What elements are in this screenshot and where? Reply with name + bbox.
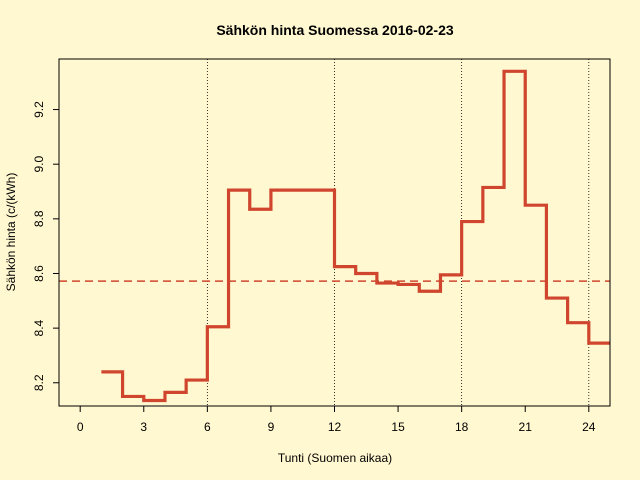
x-tick-label: 9 [268, 420, 275, 434]
x-tick-label: 6 [204, 420, 211, 434]
vertical-gridlines [206, 59, 590, 406]
x-tick-label: 21 [519, 420, 533, 434]
y-tick-label: 9.0 [32, 156, 46, 173]
x-tick-label: 12 [328, 420, 342, 434]
x-tick-label: 24 [582, 420, 596, 434]
y-tick-label: 8.2 [32, 374, 46, 391]
x-tick-label: 3 [140, 420, 147, 434]
y-axis: 8.2 8.4 8.6 8.8 9.0 9.2 [32, 101, 59, 391]
y-tick-label: 8.6 [32, 265, 46, 282]
y-tick-label: 8.8 [32, 210, 46, 227]
x-tick-label: 15 [391, 420, 405, 434]
plot-series [59, 69, 610, 403]
y-axis-label: Sähkön hinta (c/(kWh) [4, 173, 18, 292]
x-axis-label: Tunti (Suomen aikaa) [278, 451, 392, 465]
price-step-line [101, 69, 610, 403]
y-tick-label: 9.2 [32, 101, 46, 118]
chart-title: Sähkön hinta Suomessa 2016-02-23 [216, 22, 454, 38]
y-tick-label: 8.4 [32, 319, 46, 336]
x-axis: 0 3 6 9 12 15 18 21 24 [77, 406, 596, 434]
x-tick-label: 18 [455, 420, 469, 434]
x-tick-label: 0 [77, 420, 84, 434]
